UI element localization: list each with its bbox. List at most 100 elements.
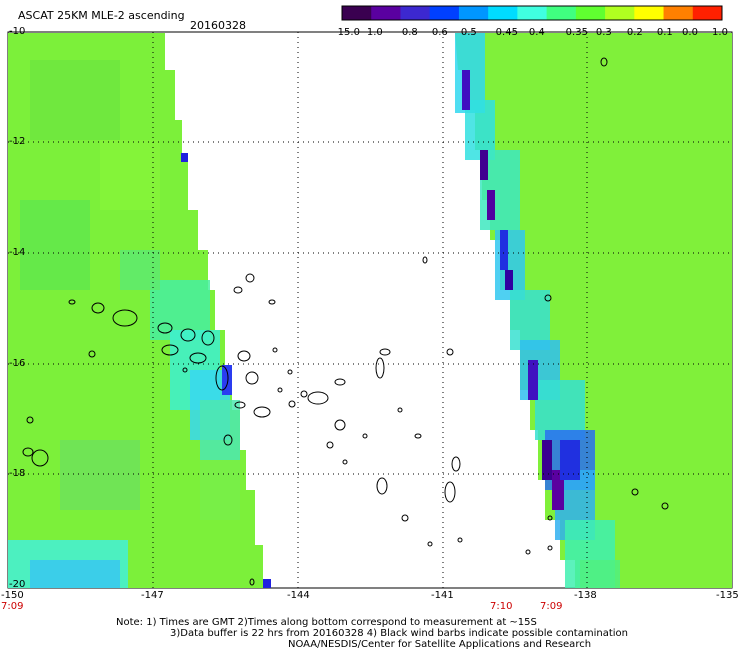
colorbar-label: -0.1 <box>653 27 673 38</box>
lat-label: -12 <box>9 136 26 147</box>
lat-label: -20 <box>9 579 26 590</box>
lat-label: -14 <box>9 247 26 258</box>
swath-patch <box>462 70 470 110</box>
island-outline <box>457 537 463 543</box>
island-outline <box>268 299 276 305</box>
island-outline <box>26 416 34 424</box>
colorbar-segment <box>400 6 431 20</box>
swath-patch <box>263 579 271 588</box>
island-outline <box>525 549 531 555</box>
island-outline <box>544 294 552 302</box>
colorbar-label: -0.2 <box>623 27 643 38</box>
island-outline <box>300 390 308 398</box>
colorbar-label: -1.0 <box>363 27 383 38</box>
swath-patch <box>120 250 160 290</box>
colorbar-segment <box>605 6 635 20</box>
swath-patch <box>560 440 580 480</box>
colorbar-segment <box>517 6 548 20</box>
colorbar-segment <box>342 6 372 20</box>
island-outline <box>245 273 255 283</box>
colorbar-label: 0.0 <box>682 27 698 38</box>
swath-patch <box>60 440 140 510</box>
island-outline <box>547 545 553 551</box>
lon-label: -144 <box>287 590 310 601</box>
island-outline <box>157 322 173 334</box>
swath-patch <box>222 365 232 395</box>
island-outline <box>379 348 391 356</box>
colorbar-segment <box>634 6 665 20</box>
colorbar <box>341 5 723 21</box>
island-outline <box>237 350 251 362</box>
swath-patch <box>480 150 488 180</box>
swath-patch <box>580 560 620 588</box>
colorbar-segment <box>663 6 694 20</box>
time-label: 7:09 <box>540 601 563 612</box>
colorbar-label: -0.4 <box>525 27 545 38</box>
island-outline <box>288 400 296 408</box>
island-outline <box>223 434 233 446</box>
colorbar-label: -0.35 <box>562 27 588 38</box>
colorbar-label: -0.6 <box>428 27 448 38</box>
colorbar-segment <box>458 6 489 20</box>
footer-note-3: NOAA/NESDIS/Center for Satellite Applica… <box>288 639 592 650</box>
colorbar-label: -15.0 <box>334 27 360 38</box>
swath-patch <box>487 190 495 220</box>
swath-patch <box>181 153 188 162</box>
swath-patch <box>30 560 120 588</box>
island-outline <box>334 419 346 431</box>
island-outline <box>161 344 179 356</box>
island-outline <box>427 541 433 547</box>
lon-label: -135 <box>716 590 739 601</box>
time-label: 7:09 <box>1 601 24 612</box>
island-outline <box>375 357 385 379</box>
colorbar-label: 1.0 <box>712 27 728 38</box>
lon-label: -141 <box>431 590 454 601</box>
map-date: 20160328 <box>190 19 246 32</box>
island-outline <box>182 367 188 373</box>
colorbar-segment <box>371 6 401 20</box>
swath-patch <box>20 200 90 290</box>
island-outline <box>547 515 553 521</box>
lon-label: -150 <box>1 590 24 601</box>
colorbar-label: -0.8 <box>398 27 418 38</box>
colorbar-segment <box>488 6 518 20</box>
island-outline <box>68 299 76 305</box>
swath-patch <box>30 60 120 140</box>
island-outline <box>253 406 271 418</box>
swath-patch <box>200 400 240 460</box>
swath-patch <box>528 360 538 400</box>
time-label: 7:10 <box>490 601 513 612</box>
island-outline <box>189 352 207 364</box>
footer-note-1: Note: 1) Times are GMT 2)Times along bot… <box>116 617 537 628</box>
swath-patch <box>505 270 513 290</box>
island-outlines <box>22 57 669 586</box>
island-outline <box>444 481 456 503</box>
colorbar-label: -0.3 <box>592 27 612 38</box>
lat-label: -16 <box>9 358 26 369</box>
lat-label: -18 <box>9 468 26 479</box>
island-outline <box>401 514 409 522</box>
colorbar-frame <box>341 5 723 21</box>
swath-patch <box>500 230 508 270</box>
island-outline <box>249 578 255 586</box>
colorbar-segment <box>692 6 723 20</box>
island-outline <box>326 441 334 449</box>
lat-label: -10 <box>9 26 26 37</box>
right-swath <box>455 33 732 588</box>
colorbar-label: -0.45 <box>492 27 518 38</box>
island-outline <box>91 302 105 314</box>
island-outline <box>22 447 34 457</box>
colorbar-segment <box>575 6 606 20</box>
island-outline <box>661 502 669 510</box>
island-outline <box>422 256 428 264</box>
island-outline <box>600 57 608 67</box>
colorbar-segment <box>546 6 577 20</box>
swath-patch <box>100 140 160 210</box>
island-outline <box>376 477 388 495</box>
island-outline <box>334 378 346 386</box>
wind-swaths <box>8 33 732 588</box>
island-outline <box>201 330 215 346</box>
swath-patch <box>542 440 552 480</box>
island-outline <box>342 459 348 465</box>
